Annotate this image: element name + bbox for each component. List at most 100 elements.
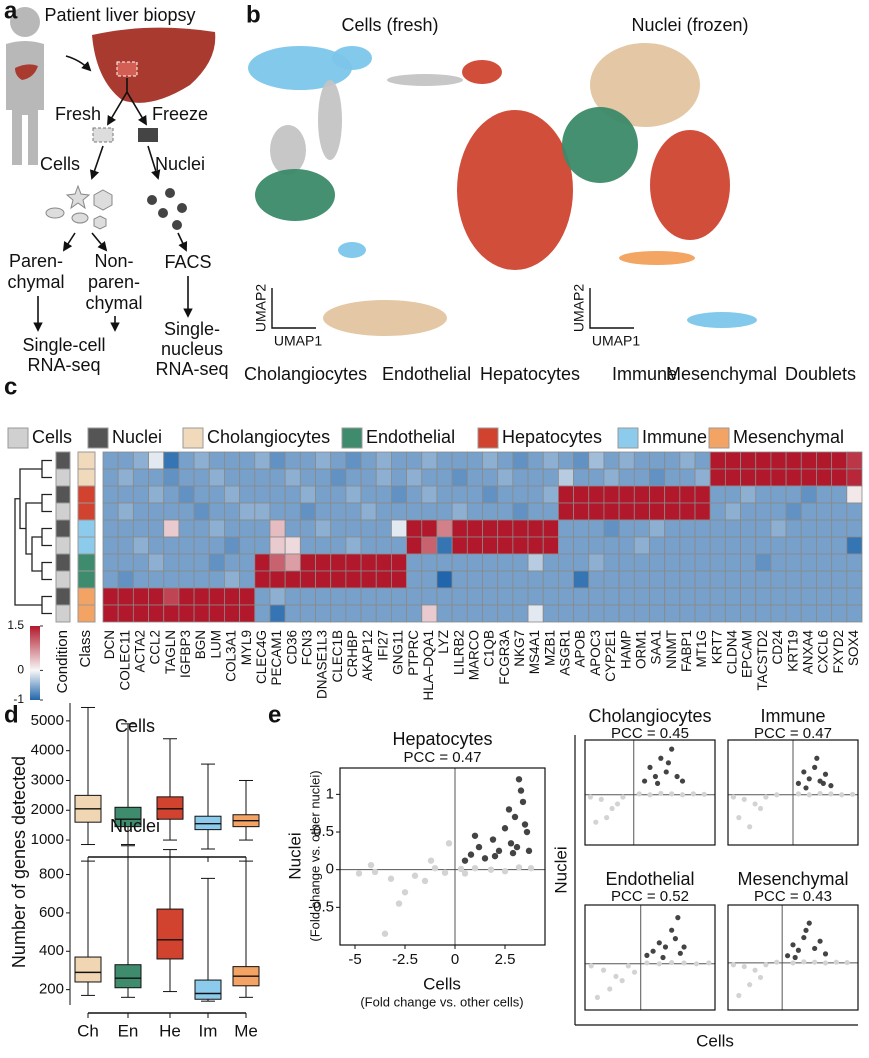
point — [795, 780, 802, 786]
axis-label: UMAP2 — [571, 284, 587, 332]
heat-cell — [466, 519, 483, 538]
heat-cell — [755, 485, 772, 504]
condition-cell — [55, 536, 71, 555]
legend-label: Mesenchymal — [666, 364, 777, 384]
heat-cell — [816, 485, 833, 504]
point — [381, 930, 389, 937]
heat-cell — [770, 553, 787, 572]
heat-cell — [330, 519, 347, 538]
diagram-label: Non- — [94, 251, 133, 271]
point — [457, 865, 465, 873]
heat-cell — [315, 536, 332, 555]
cluster — [457, 110, 573, 270]
point — [763, 794, 769, 800]
liver — [92, 27, 216, 103]
colorbar-tick-label: -1 — [13, 692, 24, 706]
heat-cell — [800, 468, 817, 487]
point — [519, 798, 527, 806]
heat-cell — [102, 502, 119, 521]
class-cell — [77, 502, 96, 521]
heat-cell — [360, 587, 377, 606]
gene-label: ORM1 — [633, 630, 648, 669]
heat-cell — [208, 519, 225, 538]
heat-cell — [360, 451, 377, 470]
panel-letter: e — [268, 701, 281, 728]
heat-cell — [224, 485, 241, 504]
gene-label: LUM — [208, 630, 223, 659]
heat-cell — [269, 468, 286, 487]
heat-cell — [345, 587, 362, 606]
legend-swatch — [477, 427, 499, 449]
heat-cell — [117, 468, 134, 487]
y-tick-label: -0.5 — [308, 898, 334, 915]
heat-cell — [800, 570, 817, 589]
heat-cell — [208, 604, 225, 623]
heat-cell — [406, 536, 423, 555]
point — [795, 791, 802, 797]
heat-cell — [497, 502, 514, 521]
heat-cell — [633, 604, 650, 623]
heat-cell — [740, 451, 757, 470]
heat-cell — [816, 451, 833, 470]
diagram-label: Cells — [40, 154, 80, 174]
axis-label: Nuclei — [551, 846, 570, 893]
heat-cell — [345, 485, 362, 504]
heat-cell — [694, 519, 711, 538]
heat-cell — [649, 502, 666, 521]
point — [741, 963, 747, 970]
heat-cell — [740, 485, 757, 504]
gene-label: CLEC1B — [330, 630, 345, 683]
heat-cell — [497, 570, 514, 589]
point — [507, 840, 515, 847]
heat-cell — [724, 485, 741, 504]
heat-cell — [345, 553, 362, 572]
axis-label: UMAP1 — [274, 333, 322, 349]
heat-cell — [588, 451, 605, 470]
y-tick-label: 1 — [326, 785, 334, 802]
cluster — [323, 300, 447, 336]
heat-cell — [618, 485, 635, 504]
gene-label: FXYD2 — [831, 630, 846, 674]
heat-cell — [421, 570, 438, 589]
point — [501, 867, 509, 875]
heat-cell — [785, 587, 802, 606]
point — [371, 868, 379, 876]
plot-frame — [727, 739, 859, 846]
heat-cell — [360, 502, 377, 521]
point — [806, 920, 812, 926]
cluster — [562, 107, 638, 183]
point — [654, 780, 661, 786]
heat-cell — [436, 604, 453, 623]
heat-cell — [178, 553, 195, 572]
heat-cell — [846, 451, 863, 470]
point — [790, 942, 796, 948]
gene-label: COL3A1 — [224, 630, 239, 682]
heat-cell — [603, 451, 620, 470]
heat-cell — [315, 553, 332, 572]
heat-cell — [148, 451, 165, 470]
axis-label: Condition — [54, 630, 71, 693]
heat-cell — [148, 519, 165, 538]
heat-cell — [846, 502, 863, 521]
heat-cell — [785, 502, 802, 521]
heat-cell — [679, 468, 696, 487]
point — [401, 889, 409, 896]
heat-cell — [330, 451, 347, 470]
heat-cell — [193, 502, 210, 521]
heat-cell — [330, 502, 347, 521]
legend-swatch — [617, 427, 639, 449]
heat-cell — [330, 553, 347, 572]
heat-cell — [254, 604, 271, 623]
heat-cell — [406, 604, 423, 623]
heat-cell — [694, 451, 711, 470]
x-tick-label: Im — [199, 1021, 218, 1040]
heat-cell — [239, 519, 256, 538]
heat-cell — [618, 570, 635, 589]
heat-cell — [345, 519, 362, 538]
heat-cell — [132, 502, 149, 521]
heat-cell — [208, 451, 225, 470]
heat-cell — [299, 536, 316, 555]
point — [814, 755, 820, 761]
heat-cell — [163, 604, 180, 623]
heat-cell — [148, 604, 165, 623]
